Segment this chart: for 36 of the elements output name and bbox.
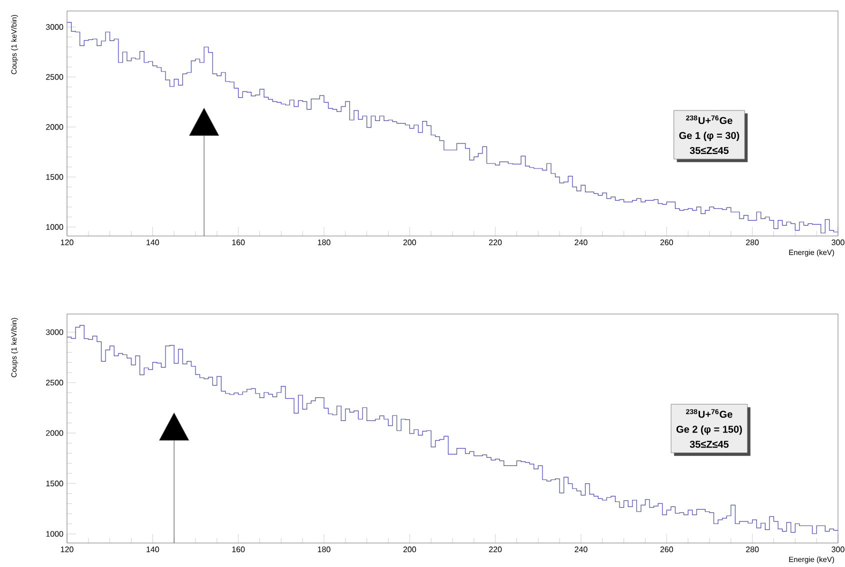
annotation: Ge 1 (φ = 30) (679, 132, 740, 142)
x-tick-label: 160 (232, 546, 245, 552)
x-tick-label: 240 (574, 546, 588, 552)
x-tick-label: 200 (403, 546, 416, 552)
x-tick-label: 300 (832, 546, 844, 552)
annotation: $^{238}$U+$^{76}$Ge (686, 115, 732, 124)
x-tick-label: 260 (660, 240, 674, 246)
x-tick-label: 160 (232, 240, 245, 246)
x-tick-label: 120 (60, 546, 74, 552)
y-tick-label: 2500 (46, 380, 64, 386)
x-tick-label: 260 (660, 546, 674, 552)
y-tick-label: 3000 (46, 24, 64, 30)
y-tick-label: 1000 (46, 531, 64, 537)
x-tick-label: 300 (832, 240, 844, 246)
annotation: 35≤Z≤45 (690, 146, 729, 154)
x-tick-label: 280 (746, 546, 759, 552)
x-tick-label: 220 (489, 546, 502, 552)
y-tick-label: 1500 (46, 174, 64, 180)
x-tick-label: 240 (574, 240, 588, 246)
y-tick-label: 1000 (46, 224, 64, 230)
y-tick-label: 1500 (46, 480, 64, 486)
annotation: $^{238}$U+$^{76}$Ge (686, 409, 732, 418)
x-tick-label: 120 (60, 240, 74, 246)
x-tick-label: 180 (318, 240, 330, 246)
y-tick-label: 2500 (46, 74, 64, 80)
y-tick-label: 2000 (46, 430, 64, 436)
x-tick-label: 140 (146, 546, 160, 552)
x-tick-label: 220 (489, 240, 502, 246)
y-tick-label: 2000 (46, 124, 64, 130)
annotation: 35≤Z≤45 (690, 440, 729, 448)
x-tick-label: 140 (146, 240, 160, 246)
y-tick-label: 3000 (46, 329, 64, 335)
x-tick-label: 200 (403, 240, 416, 246)
x-tick-label: 180 (318, 546, 330, 552)
annotation: Ge 2 (φ = 150) (676, 425, 742, 435)
x-tick-label: 280 (746, 240, 759, 246)
